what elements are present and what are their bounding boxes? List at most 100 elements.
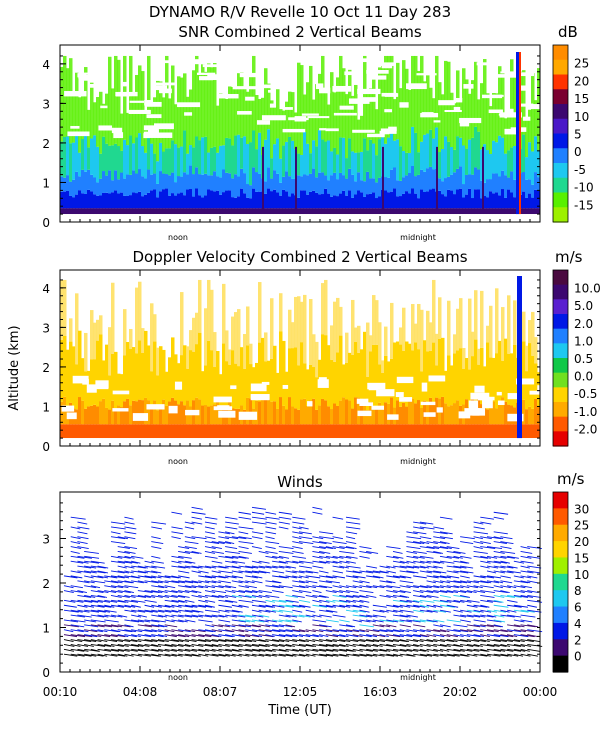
wind-barb [352, 570, 363, 574]
wind-barb [480, 595, 495, 598]
snr-cell [297, 208, 301, 215]
wind-barb [151, 648, 163, 652]
wind-barb [312, 614, 322, 618]
wind-barb [272, 609, 284, 613]
doppler-cell [303, 294, 307, 364]
wind-barb [493, 604, 509, 608]
snr-cell [156, 183, 160, 198]
wind-barb [352, 614, 368, 618]
wind-barb [278, 624, 293, 628]
wind-barb [372, 653, 385, 657]
doppler-cell [480, 347, 484, 405]
snr-cell [405, 175, 409, 192]
wind-barb [164, 629, 175, 633]
doppler-cell [411, 350, 415, 399]
snr-cell [192, 196, 196, 209]
wind-barb [124, 643, 140, 647]
snr-cell [411, 55, 415, 127]
snr-cell [438, 152, 442, 179]
snr-gap [243, 66, 251, 73]
doppler-cell [378, 424, 382, 439]
wind-barb [305, 639, 316, 642]
doppler-cell [207, 406, 211, 425]
doppler-cell [231, 424, 235, 439]
wind-barb [84, 580, 95, 584]
wind-barb [513, 624, 525, 628]
snr-gap [500, 71, 518, 74]
snr-cell [438, 82, 442, 153]
wind-barb [90, 585, 101, 589]
wind-barb [325, 648, 339, 652]
wind-barb [419, 541, 430, 545]
wind-barb [345, 516, 360, 520]
wind-barb [500, 595, 516, 598]
snr-cell [309, 173, 313, 192]
wind-barb [480, 643, 495, 647]
wind-barb [406, 541, 422, 545]
wind-barb [453, 599, 465, 603]
snr-cell [162, 151, 166, 174]
wind-barb [238, 511, 251, 515]
wind-barb [278, 629, 293, 633]
doppler-gap [66, 412, 77, 420]
snr-cell [372, 208, 376, 215]
wind-barb [131, 560, 141, 564]
snr-cell [426, 74, 430, 134]
doppler-cell [324, 400, 328, 425]
wind-barb [513, 634, 529, 638]
snr-cell [489, 208, 493, 215]
doppler-cell [192, 351, 196, 401]
wind-barb [493, 555, 507, 559]
wind-barb [137, 643, 150, 647]
doppler-cell [504, 401, 508, 425]
wind-barb [164, 624, 178, 628]
snr-cell [252, 167, 256, 189]
doppler-cell [429, 350, 433, 398]
doppler-cell [195, 312, 199, 345]
wind-barb [151, 604, 162, 608]
doppler-cell [102, 360, 106, 399]
snr-cell [417, 208, 421, 215]
snr-gap [344, 71, 361, 76]
snr-cell [144, 152, 148, 179]
doppler-cell [450, 405, 454, 425]
wind-barb [278, 516, 292, 520]
wind-barb [319, 614, 332, 618]
doppler-cell [156, 410, 160, 425]
doppler-cell [309, 364, 313, 401]
wind-barb [63, 643, 75, 647]
wind-barb [426, 609, 438, 613]
wind-barb [144, 599, 157, 603]
wind-barb [419, 653, 433, 657]
snr-cell [198, 140, 202, 175]
wind-barb [520, 639, 534, 642]
snr-cell [87, 147, 91, 170]
wind-barb [379, 570, 389, 574]
wind-barb [379, 619, 394, 623]
snr-cell [75, 208, 79, 215]
snr-gap [128, 109, 151, 114]
doppler-cell [303, 424, 307, 439]
snr-cell [453, 208, 457, 215]
wind-barb [292, 604, 306, 608]
snr-cell [483, 59, 487, 145]
doppler-cell [192, 317, 196, 352]
doppler-cell [147, 400, 151, 425]
wind-barb [359, 580, 370, 584]
wind-barb [507, 565, 518, 569]
wind-barb [325, 643, 339, 647]
wind-barb [366, 634, 378, 638]
snr-cell [153, 153, 157, 174]
snr-cell [498, 208, 502, 215]
doppler-cell [339, 306, 343, 336]
snr-cell [456, 70, 460, 137]
doppler-cell [225, 361, 229, 409]
wind-barb [439, 634, 451, 638]
wind-barb [278, 521, 290, 525]
doppler-cell [525, 345, 529, 372]
wind-barb [211, 634, 222, 638]
snr-cell [315, 208, 319, 215]
wind-barb [171, 526, 183, 530]
snr-cell [291, 140, 295, 179]
